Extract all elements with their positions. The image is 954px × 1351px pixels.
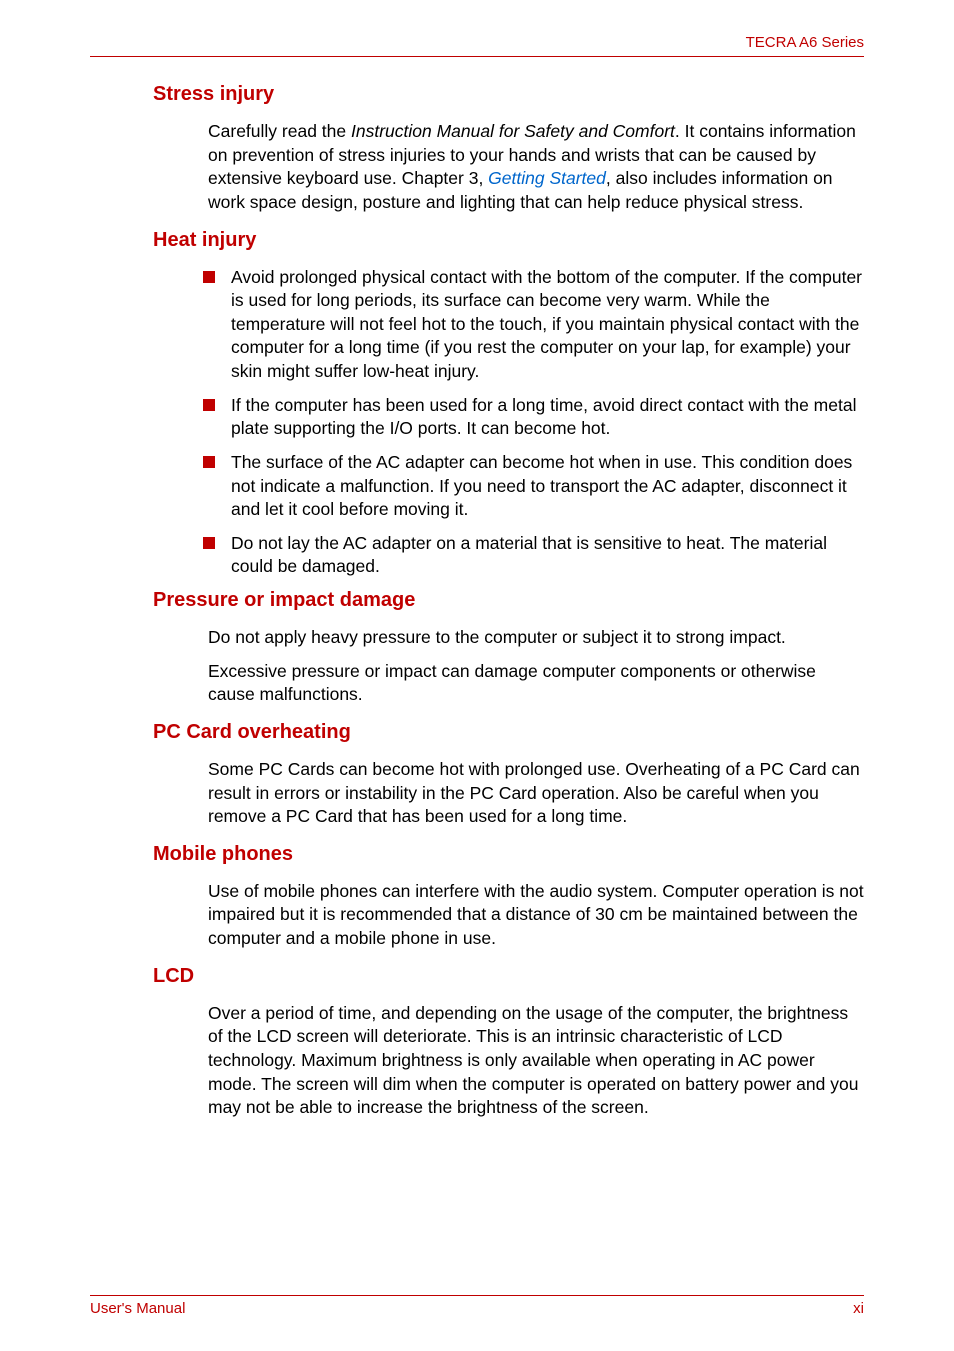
page-content: Stress injury Carefully read the Instruc… — [90, 57, 864, 1120]
footer-manual-label: User's Manual — [90, 1300, 185, 1317]
stress-text-a: Carefully read the — [208, 121, 351, 141]
list-item: Avoid prolonged physical contact with th… — [203, 266, 864, 384]
heat-bullet-2: If the computer has been used for a long… — [231, 394, 864, 441]
link-getting-started[interactable]: Getting Started — [488, 168, 606, 188]
heat-bullet-1: Avoid prolonged physical contact with th… — [231, 266, 864, 384]
heat-bullet-3: The surface of the AC adapter can become… — [231, 451, 864, 522]
page-footer: User's Manual xi — [90, 1295, 864, 1317]
bullet-square-icon — [203, 271, 215, 283]
heading-mobile-phones: Mobile phones — [153, 843, 864, 866]
list-item: Do not lay the AC adapter on a material … — [203, 532, 864, 579]
page-header: TECRA A6 Series — [90, 34, 864, 57]
bullet-square-icon — [203, 537, 215, 549]
heat-bullet-list: Avoid prolonged physical contact with th… — [203, 266, 864, 580]
paragraph-lcd: Over a period of time, and depending on … — [208, 1002, 864, 1120]
heading-pc-card: PC Card overheating — [153, 721, 864, 744]
stress-text-italic: Instruction Manual for Safety and Comfor… — [351, 121, 675, 141]
header-product-name: TECRA A6 Series — [746, 34, 864, 51]
heading-lcd: LCD — [153, 965, 864, 988]
bullet-square-icon — [203, 456, 215, 468]
heat-bullet-4: Do not lay the AC adapter on a material … — [231, 532, 864, 579]
footer-page-number: xi — [853, 1300, 864, 1317]
heading-stress-injury: Stress injury — [153, 83, 864, 106]
list-item: If the computer has been used for a long… — [203, 394, 864, 441]
paragraph-pressure-2: Excessive pressure or impact can damage … — [208, 660, 864, 707]
paragraph-pccard: Some PC Cards can become hot with prolon… — [208, 758, 864, 829]
heading-pressure-damage: Pressure or impact damage — [153, 589, 864, 612]
heading-heat-injury: Heat injury — [153, 229, 864, 252]
list-item: The surface of the AC adapter can become… — [203, 451, 864, 522]
bullet-square-icon — [203, 399, 215, 411]
paragraph-pressure-1: Do not apply heavy pressure to the compu… — [208, 626, 864, 650]
paragraph-stress: Carefully read the Instruction Manual fo… — [208, 120, 864, 215]
paragraph-mobile: Use of mobile phones can interfere with … — [208, 880, 864, 951]
